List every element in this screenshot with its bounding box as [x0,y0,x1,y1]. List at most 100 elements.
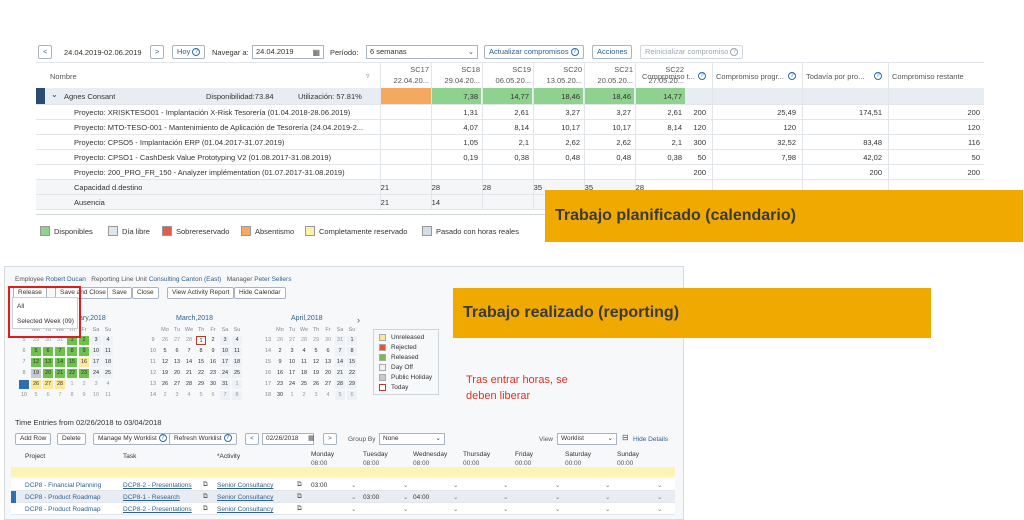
calendar-day[interactable]: 8 [199,348,203,354]
dropdown-item-selected-week[interactable]: Selected Week (09) [17,318,74,325]
entry-project[interactable]: DCP8 - Financial Planning [25,482,102,489]
week-header-sc21[interactable]: SC21 [614,65,633,74]
calendar-day[interactable]: 29 [312,337,320,343]
calendar-day[interactable]: 10 [91,347,101,356]
entry-row[interactable] [11,503,675,515]
calendar-day[interactable]: 21 [335,369,345,378]
entry-row[interactable] [11,491,675,503]
next-month-icon[interactable]: › [357,315,360,325]
calendar-day[interactable]: 5 [31,347,41,356]
calendar-day[interactable]: 28 [185,381,193,387]
calendar-day[interactable]: 2 [211,337,215,343]
calendar-day[interactable]: 24 [220,369,230,378]
chevron-down-icon[interactable]: ⌄ [555,494,561,501]
chevron-down-icon[interactable]: ⌄ [503,494,509,501]
calendar-day[interactable]: 2 [302,392,306,398]
calendar-day[interactable]: 27 [43,380,53,389]
entry-task[interactable]: DCP8-1 - Research [123,494,180,501]
calendar-day[interactable]: 24 [288,381,296,387]
calendar-day[interactable]: 15 [347,358,357,367]
calendar-day[interactable]: 2 [163,392,167,398]
collapse-icon[interactable]: ⊟ [622,433,629,442]
calendar-day[interactable]: 23 [209,370,217,376]
chevron-down-icon[interactable]: ⌄ [503,506,509,513]
calendar-day[interactable]: 7 [58,392,62,398]
calendar-day[interactable]: 9 [278,359,282,365]
calendar-day[interactable]: 2 [82,381,86,387]
calendar-day[interactable]: 6 [326,348,330,354]
calendar-day[interactable]: 29 [32,337,40,343]
filter-icon[interactable]: ▿ [366,73,370,80]
link-icon[interactable]: ⧉ [203,493,208,500]
calendar-day[interactable]: 1 [70,381,74,387]
calendar-day[interactable]: 26 [161,381,169,387]
day-header-friday[interactable]: Friday [515,451,534,458]
chevron-down-icon[interactable]: ⌄ [403,506,409,513]
calendar-day[interactable]: 4 [232,336,242,345]
calendar-day[interactable]: 13 [173,359,181,365]
calendar-day[interactable]: 26 [312,381,320,387]
calendar-day[interactable]: 7 [187,348,191,354]
calendar-day[interactable]: 3 [94,381,98,387]
calendar-day[interactable]: 1 [347,336,357,345]
chevron-down-icon[interactable]: ⌄ [657,494,663,501]
calendar-day[interactable]: 25 [232,369,242,378]
day-header-tuesday[interactable]: Tuesday [363,451,388,458]
calendar-day[interactable]: 5 [199,392,203,398]
day-header-monday[interactable]: Monday [311,451,335,458]
calendar-day[interactable]: 30 [276,392,284,398]
entry-project[interactable]: DCP8 - Product Roadmap [25,506,101,513]
week-header-sc19[interactable]: SC19 [512,65,531,74]
calendar-icon[interactable]: ▦ [308,435,315,442]
day-header-wednesday[interactable]: Wednesday [413,451,448,458]
calendar-day[interactable]: 15 [197,359,205,365]
calendar-day[interactable]: 11 [103,347,113,356]
calendar-day[interactable]: 18 [300,370,308,376]
reset-commitment-button[interactable]: Reinicializar compromiso ? [640,45,744,59]
entry-activity[interactable]: Senior Consultancy [217,482,274,489]
next-button[interactable]: > [150,45,165,59]
next-week-button[interactable]: > [323,433,337,445]
entry-task[interactable]: DCP8-2 - Presentations [123,482,192,489]
calendar-day[interactable]: 9 [79,347,89,356]
calendar-day[interactable]: 4 [302,348,306,354]
calendar-day[interactable]: 14 [335,358,345,367]
week-header-sc18[interactable]: SC18 [461,65,480,74]
column-header-project[interactable]: Project [25,453,46,460]
calendar-day[interactable]: 2 [278,348,282,354]
calendar-day[interactable]: 12 [312,359,320,365]
column-header-extra[interactable]: Compromiso t...? [642,72,708,81]
calendar-day[interactable]: 9 [82,392,86,398]
calendar-day[interactable]: 28 [300,337,308,343]
calendar-day[interactable]: 27 [324,381,332,387]
calendar-day[interactable]: 10 [220,347,230,356]
calendar-day[interactable]: 27 [173,337,181,343]
calendar-day[interactable]: 7 [335,347,345,356]
manager-name[interactable]: Peter Sellers [254,276,292,283]
calendar-day[interactable]: 30 [44,337,52,343]
calendar-day[interactable]: 6 [211,392,215,398]
dropdown-item-all[interactable]: All [17,303,25,310]
calendar-day[interactable]: 18 [232,358,242,367]
toolbar-button[interactable]: Close [132,287,159,299]
calendar-day[interactable]: 16 [209,359,217,365]
calendar-day[interactable]: 10 [288,359,296,365]
calendar-day[interactable]: 25 [300,381,308,387]
calendar-day[interactable]: 15 [67,358,77,367]
calendar-day[interactable]: 6 [46,392,50,398]
group-by-select[interactable]: None ⌄ [379,433,445,445]
week-header-sc20[interactable]: SC20 [563,65,582,74]
hide-details-link[interactable]: Hide Details [633,436,669,443]
calendar-day[interactable]: 6 [43,347,53,356]
calendar-day[interactable]: 21 [185,370,193,376]
day-header-thursday[interactable]: Thursday [463,451,491,458]
calendar-day[interactable]: 11 [105,392,111,398]
calendar-day[interactable]: 3 [220,336,230,345]
chevron-down-icon[interactable]: ⌄ [605,494,611,501]
entry-hours[interactable]: 04:00 [413,494,430,501]
calendar-day[interactable]: 20 [173,370,181,376]
chevron-down-icon[interactable]: ⌄ [403,482,409,489]
chevron-down-icon[interactable]: ⌄ [503,482,509,489]
calendar-day[interactable]: 27 [288,337,296,343]
calendar-day[interactable]: 4 [106,381,110,387]
